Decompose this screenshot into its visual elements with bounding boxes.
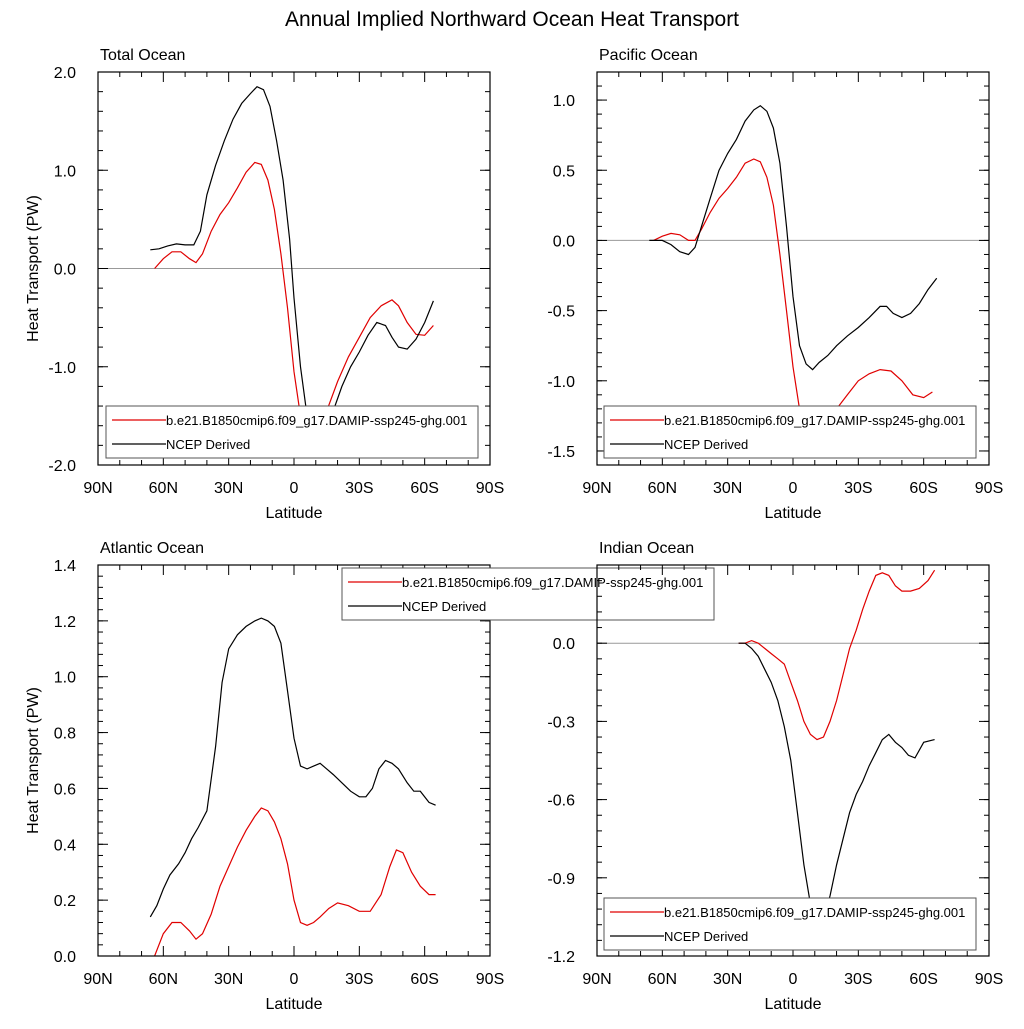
y-tick-label: 0.0 <box>54 262 76 279</box>
x-tick-label: 90S <box>476 480 504 497</box>
x-tick-label: 90N <box>582 971 611 988</box>
legend-label: b.e21.B1850cmip6.f09_g17.DAMIP-ssp245-gh… <box>664 413 965 428</box>
x-tick-label: 60S <box>909 971 937 988</box>
legend: b.e21.B1850cmip6.f09_g17.DAMIP-ssp245-gh… <box>341 567 715 621</box>
panel-2: 90N 60N 30N 0 30S 60S 90S 1.0 0.5 0.0 -0.5 -1.0 -1.5… <box>547 47 1003 522</box>
x-tick-label: 60N <box>149 971 178 988</box>
x-tick-label: 60S <box>909 480 937 497</box>
legend: b.e21.B1850cmip6.f09_g17.DAMIP-ssp245-gh… <box>105 405 479 459</box>
y-tick-label: 0.0 <box>553 233 575 250</box>
panel-1: 90N 60N 30N 0 30S 60S 90S 2.0 1.0 0.0 -1.0 -2.0 Tota… <box>25 47 504 522</box>
y-axis-label: Heat Transport (PW) <box>25 195 42 342</box>
x-tick-label: 0 <box>290 971 299 988</box>
legend-label: b.e21.B1850cmip6.f09_g17.DAMIP-ssp245-gh… <box>664 905 965 920</box>
series-line-model <box>653 158 933 438</box>
x-axis-label: Latitude <box>765 996 822 1013</box>
legend-box <box>603 897 977 951</box>
y-tick-label: -0.6 <box>547 793 575 810</box>
y-tick-label: 1.0 <box>54 670 76 687</box>
x-axis-label: Latitude <box>266 996 323 1013</box>
y-tick-label: 0.0 <box>553 636 575 653</box>
y-tick-label: -2.0 <box>48 458 76 475</box>
series-line-model <box>154 807 436 957</box>
y-tick-label: 0.4 <box>54 837 76 854</box>
x-tick-label: 30S <box>345 480 373 497</box>
y-tick-label: -0.9 <box>547 871 575 888</box>
x-tick-label: 30N <box>214 480 243 497</box>
y-tick-label: 1.2 <box>54 614 76 631</box>
y-tick-label: 1.4 <box>54 558 76 575</box>
x-tick-label: 90N <box>83 971 112 988</box>
series-line-model <box>154 161 434 432</box>
y-tick-label: -1.2 <box>547 949 575 966</box>
y-tick-label: 0.5 <box>553 163 575 180</box>
panel-title: Total Ocean <box>100 47 185 64</box>
y-tick-label: 0.6 <box>54 781 76 798</box>
x-tick-label: 0 <box>290 480 299 497</box>
legend-label: NCEP Derived <box>664 437 748 452</box>
y-tick-label: -0.5 <box>547 304 575 321</box>
legend-box <box>603 405 977 459</box>
x-tick-label: 60N <box>149 480 178 497</box>
x-tick-label: 60N <box>648 480 677 497</box>
y-tick-label: 2.0 <box>54 65 76 82</box>
y-tick-label: 1.0 <box>54 163 76 180</box>
series-line-ncep <box>150 85 434 435</box>
panel-title: Indian Ocean <box>599 540 694 557</box>
x-tick-label: 30S <box>844 971 872 988</box>
series-line-ncep <box>149 617 436 918</box>
series-line-model <box>738 569 936 741</box>
series-line-ncep <box>649 104 938 371</box>
y-tick-label: 1.0 <box>553 93 575 110</box>
legend-label: b.e21.B1850cmip6.f09_g17.DAMIP-ssp245-gh… <box>402 575 703 590</box>
y-axis-label: Heat Transport (PW) <box>25 687 42 834</box>
x-tick-label: 90N <box>582 480 611 497</box>
y-tick-label: -0.3 <box>547 714 575 731</box>
y-tick-label: -1.0 <box>547 374 575 391</box>
legend-box <box>105 405 479 459</box>
plot-frame <box>596 564 990 957</box>
x-tick-label: 60S <box>410 480 438 497</box>
x-tick-label: 30S <box>345 971 373 988</box>
y-tick-label: 0.0 <box>54 949 76 966</box>
x-tick-label: 90S <box>975 971 1003 988</box>
legend: b.e21.B1850cmip6.f09_g17.DAMIP-ssp245-gh… <box>603 405 977 459</box>
y-tick-label: 0.2 <box>54 893 76 910</box>
x-tick-label: 90S <box>975 480 1003 497</box>
x-tick-label: 30S <box>844 480 872 497</box>
x-tick-label: 30N <box>713 480 742 497</box>
x-axis-label: Latitude <box>266 505 323 522</box>
figure-title: Annual Implied Northward Ocean Heat Tran… <box>285 8 739 31</box>
x-tick-label: 90N <box>83 480 112 497</box>
x-tick-label: 30N <box>214 971 243 988</box>
legend-label: NCEP Derived <box>402 599 486 614</box>
x-tick-label: 30N <box>713 971 742 988</box>
y-tick-label: 0.8 <box>54 726 76 743</box>
x-tick-label: 0 <box>789 480 798 497</box>
x-tick-label: 60N <box>648 971 677 988</box>
legend-box <box>341 567 715 621</box>
x-tick-label: 0 <box>789 971 798 988</box>
x-tick-label: 60S <box>410 971 438 988</box>
x-tick-label: 90S <box>476 971 504 988</box>
legend-label: b.e21.B1850cmip6.f09_g17.DAMIP-ssp245-gh… <box>166 413 467 428</box>
legend-label: NCEP Derived <box>166 437 250 452</box>
y-tick-label: -1.5 <box>547 444 575 461</box>
x-axis-label: Latitude <box>765 505 822 522</box>
panel-3: 90N 60N 30N 0 30S 60S 90S 1.4 1.2 1.0 0.8 0.6 0.4 0.2… <box>25 540 715 1013</box>
legend: b.e21.B1850cmip6.f09_g17.DAMIP-ssp245-gh… <box>603 897 977 951</box>
panel-4: 90N 60N 30N 0 30S 60S 90S 0.0 -0.3 -0.6 -0.9 -1.2 In… <box>547 540 1003 1013</box>
legend-label: NCEP Derived <box>664 929 748 944</box>
panel-title: Atlantic Ocean <box>100 540 204 557</box>
y-tick-label: -1.0 <box>48 360 76 377</box>
panel-title: Pacific Ocean <box>599 47 698 64</box>
series-line-ncep <box>738 642 935 924</box>
